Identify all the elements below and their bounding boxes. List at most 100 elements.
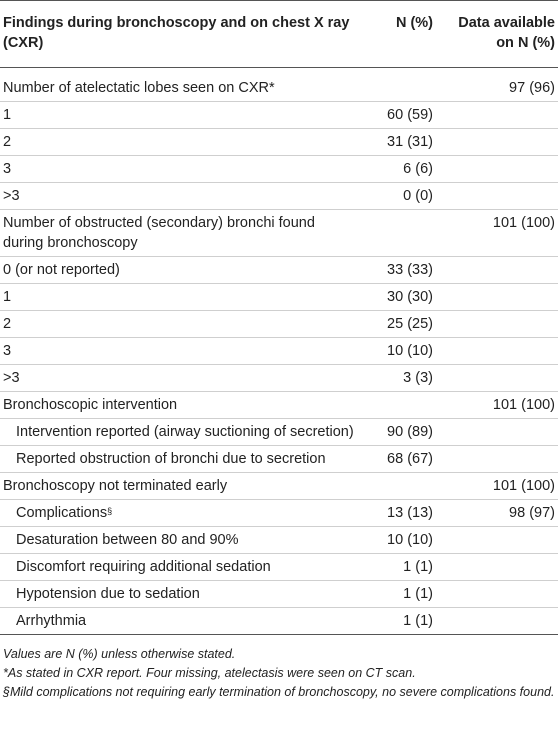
row-n-pct [358,67,443,102]
table-row: 1 60 (59) [0,101,558,129]
row-n-pct [358,209,443,257]
row-label: Discomfort requiring additional sedation [0,553,358,581]
row-label: 2 [0,128,358,156]
row-label: 2 [0,310,358,338]
table-row: Hypotension due to sedation 1 (1) [0,580,558,608]
row-label-text: Discomfort requiring additional sedation [16,559,271,575]
row-n-pct: 68 (67) [358,445,443,473]
row-data-available [443,526,558,554]
row-n-pct: 1 (1) [358,607,443,635]
table-header-row: Findings during bronchoscopy and on ches… [0,0,558,68]
table-row: Arrhythmia 1 (1) [0,607,558,635]
row-label: >3 [0,182,358,210]
footnote-cxr: *As stated in CXR report. Four missing, … [3,666,416,680]
row-data-available [443,310,558,338]
row-n-pct: 13 (13) [358,499,443,527]
row-data-available [443,607,558,635]
row-data-available: 101 (100) [443,472,558,500]
row-label: Bronchoscopic intervention [0,391,358,419]
row-n-pct: 10 (10) [358,337,443,365]
table-footnotes: Values are N (%) unless otherwise stated… [0,635,558,702]
row-label-text: 1 [3,107,12,123]
row-n-pct: 3 (3) [358,364,443,392]
row-n-pct: 1 (1) [358,553,443,581]
table-row: Bronchoscopic intervention 101 (100) [0,391,558,419]
table-row: Reported obstruction of bronchi due to s… [0,445,558,473]
header-data-available: Data available on N (%) [443,0,558,68]
row-label-text: >3 [3,188,20,204]
table-row: 3 10 (10) [0,337,558,365]
header-findings: Findings during bronchoscopy and on ches… [0,0,358,68]
row-data-available [443,364,558,392]
row-n-pct: 0 (0) [358,182,443,210]
row-label-text: 2 [3,134,12,150]
row-n-pct [358,472,443,500]
row-data-available: 101 (100) [443,391,558,419]
row-label-text: Hypotension due to sedation [16,586,200,602]
row-label: >3 [0,364,358,392]
row-n-pct: 33 (33) [358,256,443,284]
row-data-available: 101 (100) [443,209,558,257]
row-label-text: Intervention reported (airway suctioning… [16,424,354,440]
table-row: Number of atelectatic lobes seen on CXR*… [0,67,558,102]
row-n-pct: 6 (6) [358,155,443,183]
table-row: 2 31 (31) [0,128,558,156]
findings-table: Findings during bronchoscopy and on ches… [0,0,558,635]
row-label-text: 1 [3,289,12,305]
row-n-pct: 25 (25) [358,310,443,338]
row-label-text: 0 (or not reported) [3,262,120,278]
row-n-pct: 60 (59) [358,101,443,129]
row-n-pct: 31 (31) [358,128,443,156]
table-row: Intervention reported (airway suctioning… [0,418,558,446]
row-label: Complications§ [0,499,358,527]
table-row: Discomfort requiring additional sedation… [0,553,558,581]
row-label-text: Number of atelectatic lobes seen on CXR* [3,80,275,96]
row-n-pct: 30 (30) [358,283,443,311]
row-data-available [443,182,558,210]
row-label-text: Arrhythmia [16,613,87,629]
table-body: Number of atelectatic lobes seen on CXR*… [0,67,558,635]
row-label-text: Bronchoscopic intervention [3,397,178,413]
header-n-pct: N (%) [358,0,443,68]
row-data-available [443,580,558,608]
row-data-available [443,128,558,156]
row-label-text: Complications [16,505,108,521]
table-row: >3 0 (0) [0,182,558,210]
row-label: Intervention reported (airway suctioning… [0,418,358,446]
row-data-available [443,337,558,365]
row-data-available [443,418,558,446]
row-label-text: 2 [3,316,12,332]
row-label: 1 [0,101,358,129]
row-label: Reported obstruction of bronchi due to s… [0,445,358,473]
row-data-available [443,101,558,129]
table-row: Complications§ 13 (13) 98 (97) [0,499,558,527]
row-label-text: 3 [3,343,12,359]
footnote-values: Values are N (%) unless otherwise stated… [3,647,236,661]
row-label-text: >3 [3,370,20,386]
row-data-available [443,256,558,284]
row-data-available [443,283,558,311]
row-label: Hypotension due to sedation [0,580,358,608]
table-row: 1 30 (30) [0,283,558,311]
row-label: 0 (or not reported) [0,256,358,284]
row-label: Bronchoscopy not terminated early [0,472,358,500]
row-label-text: Desaturation between 80 and 90% [16,532,239,548]
row-n-pct [358,391,443,419]
row-label: Number of atelectatic lobes seen on CXR* [0,67,358,102]
row-n-pct: 90 (89) [358,418,443,446]
row-label-text: Number of obstructed (secondary) bronchi… [3,215,315,251]
row-data-available [443,155,558,183]
row-data-available [443,445,558,473]
row-label: 1 [0,283,358,311]
row-label: 3 [0,155,358,183]
row-label-text: 3 [3,161,12,177]
row-data-available: 98 (97) [443,499,558,527]
row-n-pct: 1 (1) [358,580,443,608]
row-label-text: Reported obstruction of bronchi due to s… [16,451,326,467]
row-data-available: 97 (96) [443,67,558,102]
row-n-pct: 10 (10) [358,526,443,554]
footnote-marker: § [107,506,113,516]
table-row: 0 (or not reported) 33 (33) [0,256,558,284]
table-row: >3 3 (3) [0,364,558,392]
